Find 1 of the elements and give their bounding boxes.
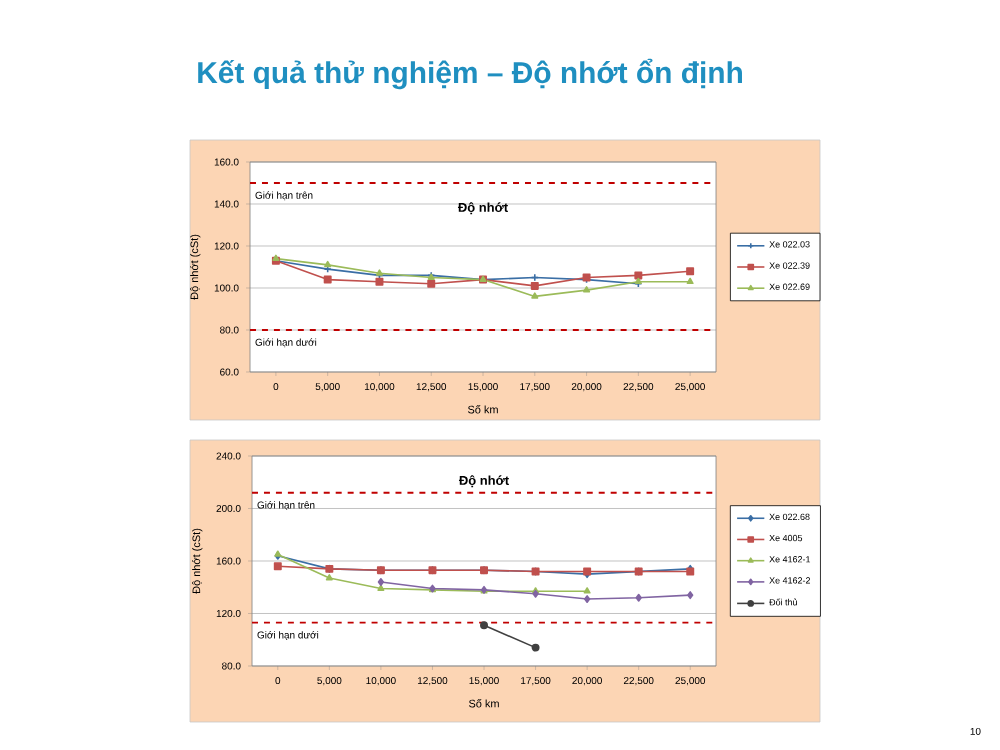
chart-title: Kết quả thử nghiệm – Độ nhớt ổn định	[198, 58, 742, 90]
